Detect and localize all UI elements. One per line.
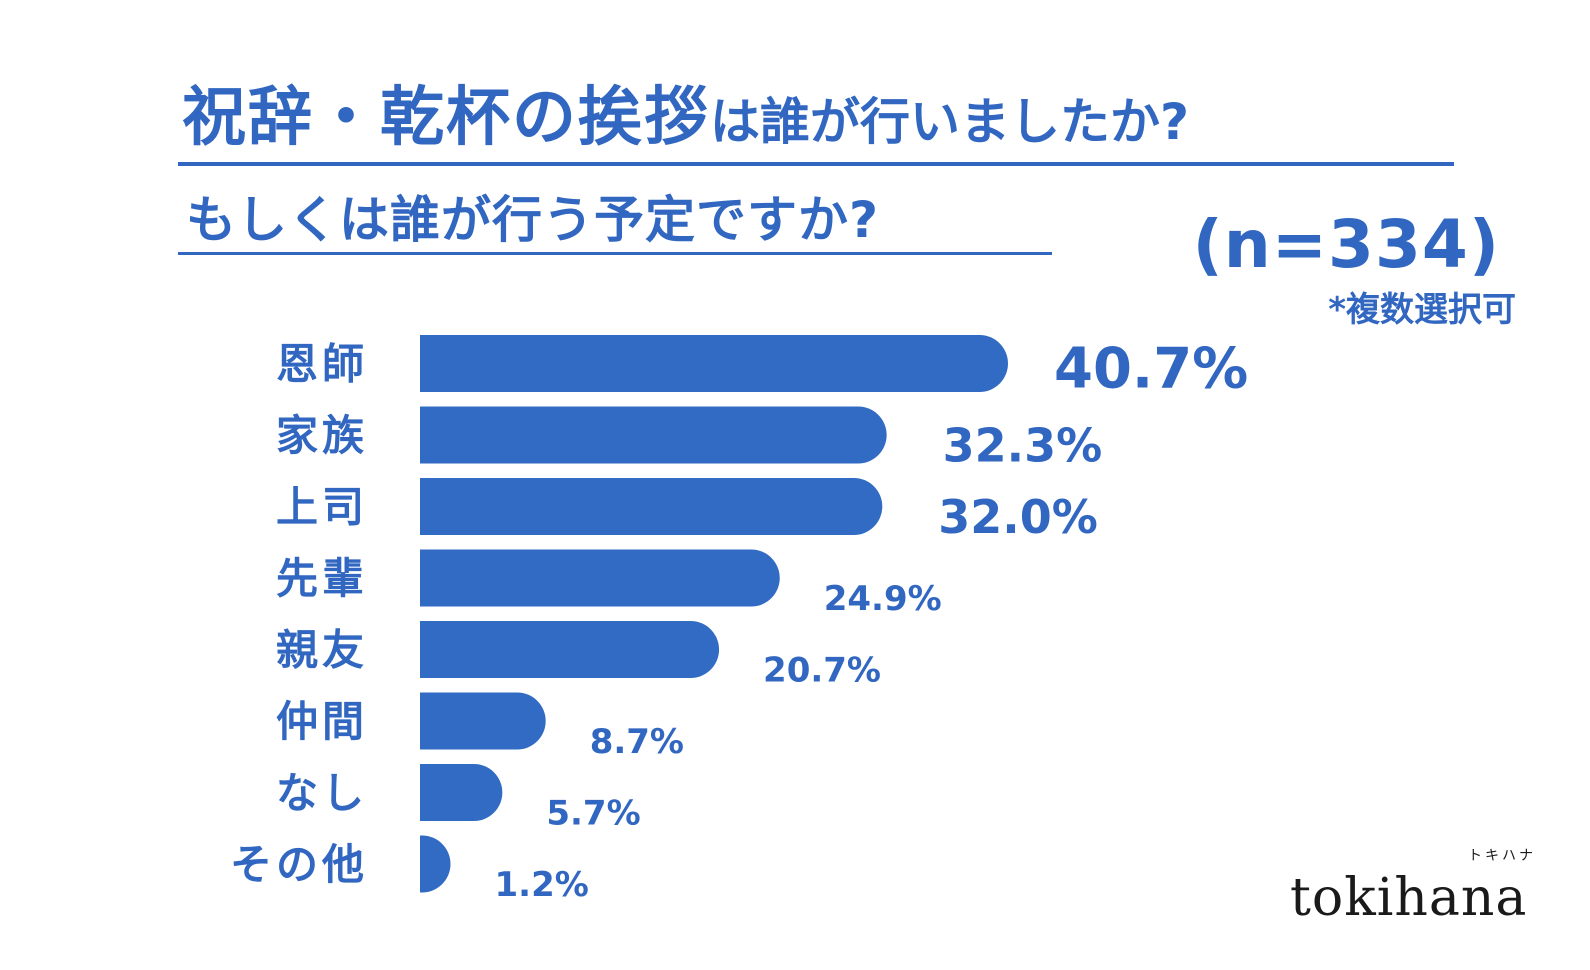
- category-label: 親友: [276, 626, 368, 675]
- category-label: 家族: [276, 411, 368, 460]
- value-label: 20.7%: [763, 651, 881, 691]
- category-label: 上司: [276, 483, 368, 532]
- value-label: 5.7%: [546, 794, 640, 834]
- bar-2: [420, 406, 887, 464]
- bar-8: [420, 835, 451, 893]
- value-label: 40.7%: [1054, 337, 1248, 402]
- title-emphasis: 祝辞・乾杯の挨拶: [182, 81, 710, 155]
- chart-title-line2: もしくは誰が行う予定ですか?: [186, 191, 880, 249]
- category-label: 先輩: [276, 554, 368, 603]
- bar-1: [420, 335, 1008, 392]
- chart-title-line1: 祝辞・乾杯の挨拶は誰が行いましたか?: [182, 78, 1452, 158]
- category-label: その他: [230, 840, 368, 889]
- title-underline-1: [178, 162, 1454, 166]
- value-label: 1.2%: [495, 865, 589, 905]
- title-rest: は誰が行いましたか?: [710, 93, 1190, 151]
- value-label: 32.3%: [943, 419, 1103, 473]
- bar-3: [420, 478, 883, 535]
- multiple-answers-note: *複数選択可: [1328, 290, 1516, 330]
- category-label: なし: [276, 769, 368, 818]
- category-label: 仲間: [276, 697, 368, 746]
- brand-logo: tokihana: [1290, 868, 1528, 928]
- sample-size: (n=334): [1192, 206, 1500, 283]
- bar-7: [420, 764, 503, 821]
- bar-6: [420, 692, 546, 750]
- title-underline-2: [178, 252, 1052, 255]
- category-label: 恩師: [276, 340, 368, 389]
- value-label: 24.9%: [824, 579, 942, 619]
- value-label: 8.7%: [590, 722, 684, 762]
- brand-kana: トキハナ: [1468, 848, 1536, 864]
- bar-4: [420, 549, 780, 607]
- value-label: 32.0%: [938, 490, 1098, 544]
- bar-5: [420, 621, 720, 678]
